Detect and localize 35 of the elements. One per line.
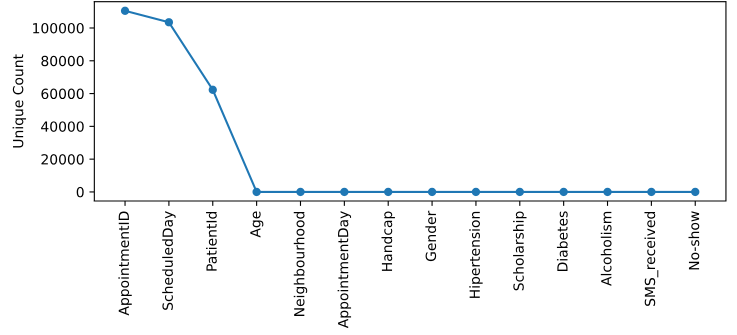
x-tick-label: AppointmentID	[118, 212, 132, 316]
point	[559, 188, 568, 196]
point	[340, 188, 349, 196]
y-tick-label: 60000	[41, 88, 84, 100]
point	[691, 188, 700, 196]
x-tick-label: Gender	[425, 210, 436, 262]
x-tick-label: ScheduledDay	[162, 211, 176, 310]
x-tick-label: Age	[250, 211, 264, 238]
y-tick-label: 80000	[41, 56, 84, 66]
y-tick-label: 0	[76, 186, 84, 198]
point	[428, 188, 436, 196]
y-tick-label: 20000	[41, 154, 84, 165]
y-tick-label: 40000	[41, 121, 84, 132]
point	[516, 188, 524, 196]
point	[296, 188, 305, 196]
point	[472, 188, 480, 196]
x-tick-label: Hipertension	[469, 212, 483, 298]
y-axis-title: Unique Count	[12, 54, 26, 148]
x-tick-label: SMS_received	[644, 212, 658, 306]
point	[384, 188, 392, 196]
x-tick-label: No-show	[688, 211, 700, 270]
x-tick-label: Scholarship	[513, 211, 527, 290]
x-tick-label: Diabetes	[556, 211, 568, 272]
x-tick-label: AppointmentDay	[338, 211, 352, 328]
point	[252, 188, 261, 196]
point	[120, 6, 130, 15]
x-tick-label: PatientId	[206, 212, 217, 271]
x-tick-label: Handcap	[381, 211, 395, 271]
point	[208, 86, 217, 94]
x-tick-label: Neighbourhood	[294, 212, 308, 316]
point	[603, 188, 612, 196]
point	[164, 18, 174, 26]
point	[647, 188, 656, 196]
x-tick-label: Alcoholism	[600, 212, 612, 286]
y-tick-label: 100000	[33, 22, 84, 34]
